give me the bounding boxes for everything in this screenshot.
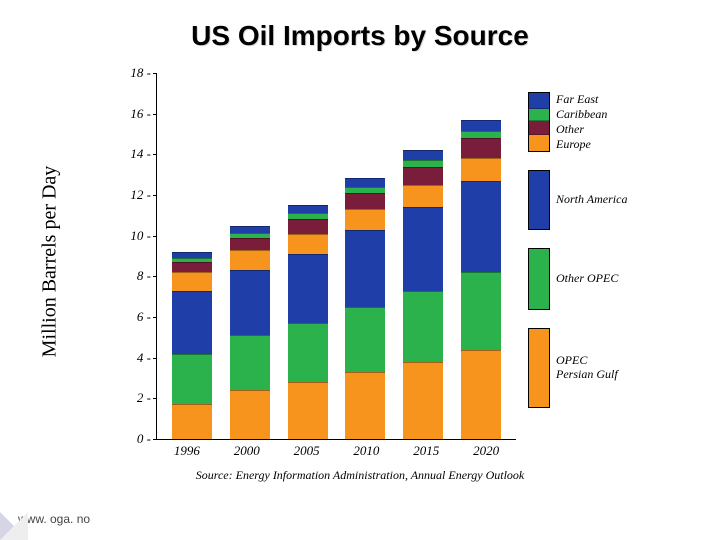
legend-group: North America [528, 170, 698, 230]
bar-segment [403, 291, 443, 362]
y-tick: 14 - [130, 146, 157, 162]
x-tick: 2015 [413, 439, 439, 459]
bar-segment [172, 272, 212, 290]
y-tick: 12 - [130, 187, 157, 203]
legend-label: Caribbean [556, 108, 607, 122]
bar [230, 226, 270, 439]
bar-segment [403, 185, 443, 207]
slide-title: US Oil Imports by Source [0, 20, 720, 52]
legend-swatch [529, 329, 549, 407]
bar-segment [403, 207, 443, 290]
x-tick: 2010 [353, 439, 379, 459]
bar-segment [172, 262, 212, 272]
bar-segment [230, 390, 270, 439]
y-tick: 8 - [137, 268, 157, 284]
legend-label: North America [556, 193, 627, 207]
legend-group: OPEC Persian Gulf [528, 328, 698, 408]
bar-segment [230, 226, 270, 233]
bar-segment [461, 120, 501, 131]
legend-swatch [529, 109, 549, 121]
legend-swatch-stack [528, 328, 550, 408]
bar-segment [230, 270, 270, 335]
y-tick: 10 - [130, 228, 157, 244]
legend-swatch [529, 249, 549, 309]
y-tick: 16 - [130, 106, 157, 122]
bar-segment [345, 193, 385, 209]
bar-segment [345, 230, 385, 307]
bar-segment [461, 350, 501, 439]
bar-segment [172, 404, 212, 439]
bar-segment [288, 382, 328, 439]
bar-segment [288, 323, 328, 382]
bar [403, 150, 443, 439]
y-tick: 6 - [137, 309, 157, 325]
y-tick: 4 - [137, 350, 157, 366]
bar-segment [403, 150, 443, 160]
bar-segment [345, 209, 385, 229]
legend-swatch-stack [528, 248, 550, 310]
legend-swatch-stack [528, 170, 550, 230]
bar-segment [345, 372, 385, 439]
stacked-bar-chart: 0 -2 -4 -6 -8 -10 -12 -14 -16 -18 -19962… [156, 74, 516, 440]
y-tick: 0 - [137, 431, 157, 447]
bar-segment [172, 354, 212, 405]
legend-swatch [529, 171, 549, 229]
bar-segment [461, 131, 501, 138]
legend-swatch-stack [528, 92, 550, 152]
bar-segment [288, 205, 328, 213]
bar [172, 252, 212, 439]
bar [345, 178, 385, 439]
bar [288, 205, 328, 439]
y-tick: 2 - [137, 390, 157, 406]
bar-segment [345, 178, 385, 187]
bar [461, 120, 501, 439]
bar-segment [288, 219, 328, 233]
bars-container [157, 74, 516, 439]
bar-segment [461, 181, 501, 273]
legend-label: Other [556, 123, 607, 137]
bar-segment [230, 335, 270, 390]
bar-segment [461, 158, 501, 180]
y-axis-label: Million Barrels per Day [39, 162, 62, 362]
legend-label: Other OPEC [556, 272, 618, 286]
legend-label: OPEC Persian Gulf [556, 354, 618, 382]
legend-group: Other OPEC [528, 248, 698, 310]
bar-segment [403, 362, 443, 439]
page-corner-fold-icon [0, 512, 28, 540]
bar-segment [230, 250, 270, 270]
bar-segment [230, 238, 270, 250]
slide: US Oil Imports by Source Million Barrels… [0, 0, 720, 540]
bar-segment [172, 291, 212, 354]
legend-swatch [529, 93, 549, 109]
legend: Far EastCaribbeanOtherEurope North Americ… [528, 92, 698, 408]
source-citation: Source: Energy Information Administratio… [0, 468, 720, 483]
legend-label: Far East [556, 93, 607, 107]
bar-segment [345, 307, 385, 372]
legend-labels: OPEC Persian Gulf [550, 328, 618, 408]
legend-swatch [529, 135, 549, 151]
bar-segment [461, 138, 501, 158]
legend-labels: Far EastCaribbeanOtherEurope [550, 92, 607, 152]
footer-url: www. oga. no [18, 512, 90, 526]
y-tick: 18 - [130, 65, 157, 81]
legend-labels: Other OPEC [550, 248, 618, 310]
legend-group: Far EastCaribbeanOtherEurope [528, 92, 698, 152]
x-tick: 2000 [234, 439, 260, 459]
x-tick: 1996 [174, 439, 200, 459]
bar-segment [288, 254, 328, 323]
x-tick: 2005 [294, 439, 320, 459]
bar-segment [288, 234, 328, 254]
legend-labels: North America [550, 170, 627, 230]
legend-label: Europe [556, 138, 607, 152]
bar-segment [403, 167, 443, 185]
bar-segment [461, 272, 501, 349]
x-tick: 2020 [473, 439, 499, 459]
legend-swatch [529, 121, 549, 135]
